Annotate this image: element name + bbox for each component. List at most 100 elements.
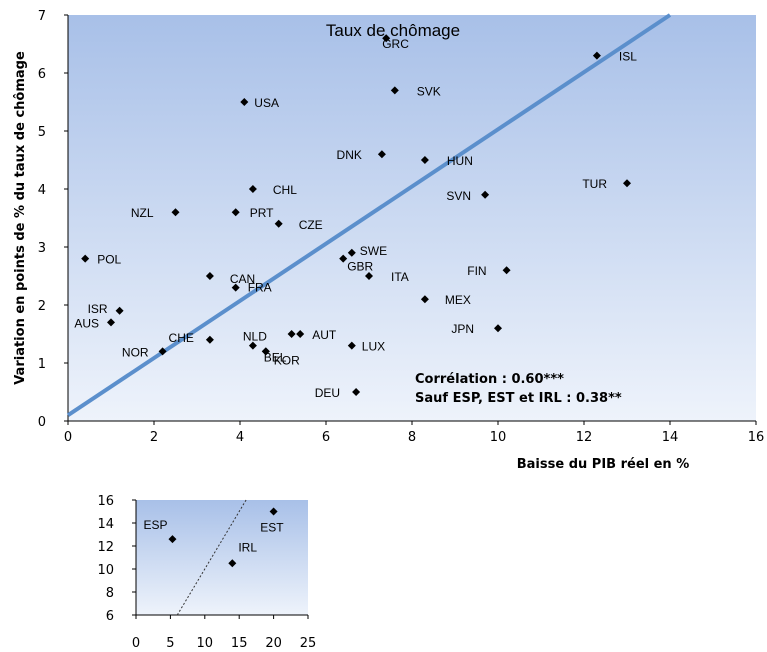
point-pol: [81, 254, 90, 263]
point-label-nor: NOR: [122, 345, 149, 359]
point-label-kor: KOR: [274, 353, 300, 367]
point-label-esp: ESP: [143, 518, 167, 532]
point-tur: [623, 179, 631, 188]
point-label-che: CHE: [169, 331, 194, 345]
point-usa: [240, 98, 249, 106]
main-xtick-label: 4: [236, 430, 244, 445]
point-chl: [248, 185, 257, 193]
point-unlabeled: [287, 330, 296, 338]
point-mex: [420, 295, 429, 304]
point-svn: [481, 190, 490, 199]
main-fit-line: [66, 13, 672, 417]
point-hun: [420, 156, 429, 164]
point-esp: [168, 535, 177, 544]
main-ytick-label: 6: [38, 67, 46, 82]
main-ytick-label: 2: [38, 299, 46, 314]
correlation-note-excl: Sauf ESP, EST et IRL : 0.38**: [415, 391, 622, 406]
main-ytick-label: 4: [38, 183, 46, 198]
point-label-mex: MEX: [445, 293, 471, 307]
point-label-aut: AUT: [312, 328, 337, 342]
main-ytick-label: 5: [38, 125, 46, 140]
main-x-axis-title: Baisse du PIB réel en %: [517, 457, 690, 472]
point-label-ita: ITA: [391, 270, 409, 284]
point-label-lux: LUX: [362, 340, 385, 354]
main-y-axis-title: Variation en points de % du taux de chôm…: [13, 51, 28, 385]
point-deu: [352, 388, 361, 396]
correlation-note: Corrélation : 0.60***: [415, 372, 564, 387]
point-label-can: CAN: [230, 272, 255, 286]
point-gbr: [339, 254, 348, 263]
point-irl: [228, 559, 237, 568]
point-aus: [107, 318, 115, 327]
point-nzl: [171, 208, 180, 217]
point-label-irl: IRL: [238, 540, 257, 554]
point-label-svn: SVN: [446, 189, 471, 203]
point-label-usa: USA: [254, 96, 279, 110]
inset-ytick-label: 8: [106, 586, 114, 601]
point-fra: [231, 283, 240, 292]
inset-xtick-label: 20: [265, 636, 282, 651]
point-label-jpn: JPN: [451, 322, 474, 336]
point-label-nld: NLD: [243, 330, 267, 344]
inset-xtick-label: 0: [132, 636, 140, 651]
point-jpn: [494, 324, 502, 333]
point-label-prt: PRT: [250, 206, 274, 220]
point-label-deu: DEU: [315, 386, 340, 400]
inset-ytick-label: 6: [106, 609, 114, 624]
point-label-swe: SWE: [360, 244, 387, 258]
point-label-pol: POL: [97, 253, 121, 267]
point-fin: [502, 266, 511, 275]
main-xtick-label: 6: [322, 430, 330, 445]
point-aut: [296, 330, 305, 338]
point-label-cze: CZE: [299, 218, 323, 232]
main-xtick-label: 0: [64, 430, 72, 445]
point-kor: [261, 347, 270, 356]
point-label-gbr: GBR: [347, 260, 373, 274]
point-label-isr: ISR: [88, 302, 108, 316]
point-label-tur: TUR: [582, 177, 607, 191]
main-xtick-label: 8: [408, 430, 416, 445]
main-ytick-label: 7: [38, 9, 46, 24]
point-svk: [390, 86, 399, 95]
point-label-svk: SVK: [417, 84, 441, 98]
point-ita: [365, 272, 373, 280]
main-xtick-label: 12: [576, 430, 593, 445]
point-che: [205, 335, 214, 344]
point-label-est: EST: [260, 521, 284, 535]
inset-xtick-label: 5: [166, 636, 174, 651]
point-dnk: [377, 150, 386, 159]
point-label-fin: FIN: [467, 264, 486, 278]
point-label-hun: HUN: [447, 154, 473, 168]
main-xtick-label: 14: [662, 430, 679, 445]
inset-ytick-label: 10: [97, 563, 114, 578]
inset-plot-area: [136, 500, 308, 615]
main-ytick-label: 3: [38, 241, 46, 256]
point-nor: [158, 347, 167, 356]
point-can: [205, 272, 214, 280]
main-title: Taux de chômage: [326, 21, 460, 40]
point-prt: [231, 208, 240, 217]
point-est: [269, 507, 278, 516]
point-nld: [248, 341, 257, 350]
main-plot-area: [68, 15, 756, 421]
point-label-aus: AUS: [74, 316, 99, 330]
inset-xtick-label: 10: [197, 636, 214, 651]
main-xtick-label: 16: [748, 430, 765, 445]
point-isl: [592, 51, 601, 60]
point-label-isl: ISL: [619, 50, 637, 64]
point-cze: [274, 219, 283, 228]
point-label-grc: GRC: [382, 37, 409, 51]
point-lux: [347, 341, 356, 350]
point-swe: [347, 248, 356, 257]
point-label-nzl: NZL: [131, 206, 154, 220]
main-ytick-label: 1: [38, 357, 46, 372]
inset-xtick-label: 15: [231, 636, 248, 651]
main-xtick-label: 10: [490, 430, 507, 445]
inset-ytick-label: 16: [97, 494, 114, 509]
point-label-bel: BEL: [264, 350, 287, 364]
main-xtick-label: 2: [150, 430, 158, 445]
inset-ytick-label: 14: [97, 517, 114, 532]
